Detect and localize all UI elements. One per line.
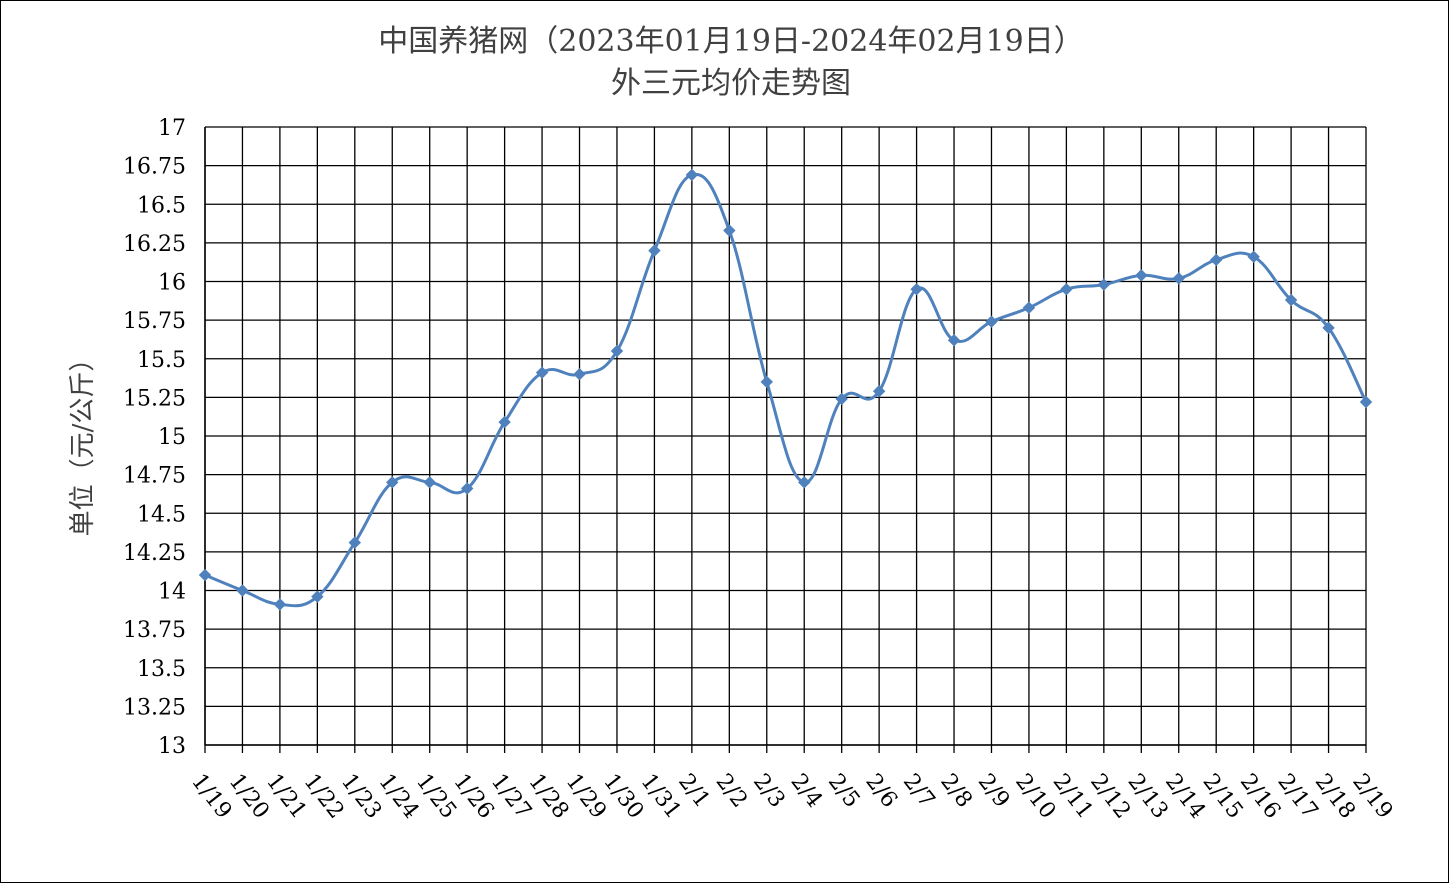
data-point-marker	[311, 590, 324, 603]
data-point-marker	[798, 476, 811, 489]
x-tick-label: 1/29	[561, 769, 611, 823]
x-tick-label: 2/8	[935, 769, 976, 812]
x-tick-label: 2/11	[1048, 769, 1098, 823]
data-point-marker	[348, 536, 362, 549]
data-point-marker	[460, 482, 474, 495]
chart-subtitle: 外三元均价走势图	[611, 66, 851, 101]
axes	[204, 127, 1367, 753]
x-tick-label: 1/26	[448, 769, 498, 823]
y-tick-label: 16	[158, 271, 186, 296]
data-point-marker	[872, 384, 886, 398]
data-point-marker	[610, 344, 624, 358]
data-point-marker	[723, 224, 736, 237]
x-tick-label: 1/23	[336, 769, 386, 823]
horizontal-gridlines	[205, 126, 1366, 746]
data-point-marker	[835, 392, 848, 406]
data-point-marker	[947, 334, 961, 347]
x-tick-label: 1/31	[636, 769, 686, 823]
data-point-marker	[273, 598, 287, 611]
y-tick-label: 13.25	[123, 695, 186, 720]
x-tick-labels: 1/191/201/211/221/231/241/251/261/271/28…	[186, 769, 1397, 823]
x-tick-label: 1/22	[299, 769, 349, 823]
x-tick-label: 1/30	[598, 769, 648, 823]
x-tick-label: 2/19	[1347, 769, 1397, 823]
x-tick-label: 2/2	[711, 769, 752, 812]
x-tick-label: 2/18	[1310, 769, 1360, 823]
y-tick-label: 14	[158, 580, 186, 605]
data-point-marker	[1322, 321, 1335, 335]
series-line	[204, 172, 1368, 608]
y-tick-label: 15.5	[137, 348, 186, 373]
data-point-marker	[648, 244, 661, 257]
y-tick-label: 14.5	[137, 502, 186, 527]
data-point-marker	[573, 367, 586, 381]
x-tick-label: 2/14	[1160, 769, 1210, 823]
x-tick-label: 2/7	[898, 769, 939, 812]
x-tick-label: 2/15	[1197, 769, 1247, 823]
y-tick-label: 13.5	[137, 657, 186, 682]
x-tick-label: 2/6	[860, 769, 901, 812]
x-tick-label: 1/25	[411, 769, 461, 823]
data-point-marker	[198, 568, 212, 582]
x-tick-label: 1/27	[486, 769, 536, 823]
y-tick-label: 14.75	[123, 464, 186, 489]
x-tick-label: 1/21	[261, 769, 311, 823]
x-tick-label: 2/13	[1123, 769, 1173, 823]
data-point-marker	[1060, 283, 1073, 296]
x-tick-label: 1/19	[186, 769, 236, 823]
y-tick-label: 16.75	[123, 155, 186, 180]
y-tick-label: 16.5	[137, 193, 186, 218]
data-point-marker	[1097, 278, 1111, 291]
data-point-marker	[1022, 301, 1036, 314]
data-point-marker	[985, 315, 998, 328]
data-point-marker	[1209, 253, 1223, 267]
data-point-marker	[1359, 395, 1373, 409]
data-point-marker	[423, 476, 436, 489]
y-tick-labels: 13 13.25 13.5 13.75 14 14.25 14.5 14.75 15 15.25 1…	[123, 116, 186, 759]
data-point-marker	[535, 366, 549, 379]
y-tick-label: 17	[158, 116, 186, 141]
data-point-marker	[236, 584, 249, 597]
x-tick-label: 2/5	[823, 769, 864, 812]
x-tick-label: 2/9	[973, 769, 1014, 812]
data-point-marker	[1135, 269, 1148, 282]
x-tick-label: 2/10	[1010, 769, 1060, 823]
x-tick-label: 2/16	[1235, 769, 1285, 823]
data-point-marker	[1284, 293, 1298, 307]
x-tick-label: 1/28	[523, 769, 573, 823]
y-tick-label: 13	[158, 734, 186, 759]
x-tick-label: 2/3	[748, 769, 789, 812]
chart-title: 中国养猪网（2023年01月19日-2024年02月19日）	[378, 24, 1084, 59]
data-point-marker	[386, 476, 399, 489]
x-tick-label: 1/24	[374, 769, 424, 823]
x-tick-label: 2/17	[1272, 769, 1322, 823]
x-tick-label: 2/4	[785, 769, 826, 812]
series-group	[198, 168, 1373, 611]
data-point-marker	[910, 283, 923, 296]
y-tick-label: 15	[158, 425, 186, 450]
y-tick-label: 14.25	[123, 541, 186, 566]
data-point-marker	[760, 375, 773, 389]
y-tick-label: 15.25	[123, 386, 186, 411]
data-point-marker	[1247, 250, 1260, 263]
x-tick-label: 2/12	[1085, 769, 1135, 823]
y-tick-label: 15.75	[123, 309, 186, 334]
data-point-marker	[498, 415, 511, 429]
y-tick-label: 16.25	[123, 232, 186, 257]
y-tick-label: 13.75	[123, 618, 186, 643]
y-axis-label: 单位（元/公斤）	[68, 346, 98, 537]
data-point-marker	[1172, 272, 1185, 285]
x-tick-label: 1/20	[224, 769, 274, 823]
data-point-marker	[685, 168, 699, 182]
